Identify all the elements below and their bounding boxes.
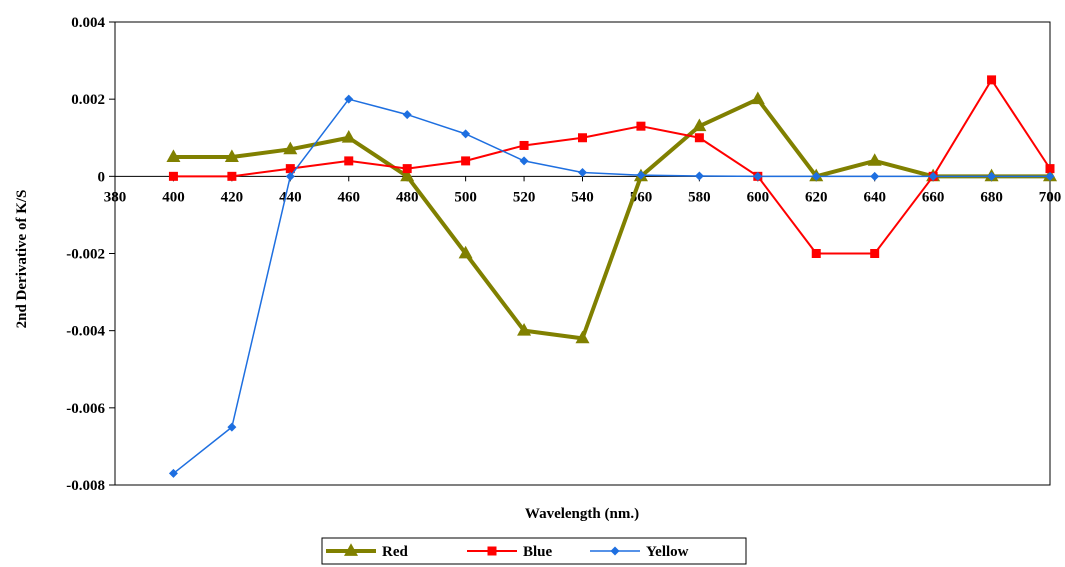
y-tick-label: 0.004	[71, 15, 105, 31]
x-tick-label: 500	[454, 189, 477, 205]
data-point	[400, 168, 415, 182]
y-tick-label: -0.004	[66, 324, 105, 340]
y-axis-title: 2nd Derivative of K/S	[14, 190, 30, 329]
legend-item-red: Red	[326, 543, 408, 560]
data-point	[928, 171, 938, 181]
data-point	[402, 110, 412, 120]
x-axis: 380 400 420 440 460 480 500 520 540 560 580 600 620 6…	[104, 175, 1062, 205]
series-line-blue	[173, 78, 1051, 255]
data-point	[870, 171, 880, 181]
x-tick-label: 540	[571, 189, 594, 205]
series-layer	[166, 75, 1057, 478]
legend: Red Blue Yellow	[321, 537, 747, 565]
legend-label: Red	[382, 544, 408, 560]
data-point	[224, 149, 239, 162]
data-point	[694, 133, 704, 143]
plot-area	[114, 21, 1051, 486]
data-point	[694, 171, 704, 181]
data-point	[166, 149, 181, 162]
data-point	[168, 171, 178, 181]
y-tick-label: 0.002	[71, 92, 105, 108]
series-line-red	[173, 97, 1050, 341]
legend-box	[321, 537, 747, 565]
data-point	[227, 422, 237, 432]
legend-marker	[344, 543, 358, 556]
legend-item-blue: Blue	[467, 544, 553, 560]
series-blue	[168, 75, 1055, 258]
legend-marker	[487, 546, 497, 556]
x-tick-label: 420	[221, 189, 244, 205]
data-point	[461, 129, 471, 139]
data-point	[987, 75, 997, 85]
data-point	[750, 91, 765, 105]
data-point	[578, 133, 587, 143]
y-tick-label: -0.002	[66, 247, 105, 263]
y-axis: 0.004 0.002 0 -0.002 -0.004 -0.006 -0.008	[66, 15, 115, 494]
data-point	[692, 118, 707, 132]
data-point	[285, 164, 295, 174]
data-point	[519, 140, 529, 150]
x-tick-label: 640	[863, 189, 886, 205]
data-point	[285, 171, 295, 181]
data-point	[636, 170, 646, 180]
x-axis-title: Wavelength (nm.)	[525, 506, 639, 522]
data-point	[168, 468, 178, 478]
x-tick-label: 480	[396, 189, 419, 205]
x-tick-label: 400	[162, 189, 185, 205]
y-tick-label: 0	[98, 169, 106, 185]
x-tick-label: 460	[338, 189, 361, 205]
y-tick-label: -0.008	[66, 478, 105, 494]
x-tick-label: 680	[980, 189, 1003, 205]
data-point	[870, 249, 880, 258]
data-point	[402, 164, 412, 174]
x-tick-label: 580	[688, 189, 711, 205]
series-yellow	[168, 94, 1055, 478]
series-line-yellow	[172, 98, 1050, 475]
data-point	[1045, 164, 1055, 174]
data-point	[578, 167, 587, 177]
x-tick-label: 520	[513, 189, 536, 205]
x-tick-label: 440	[279, 189, 302, 205]
legend-label: Yellow	[646, 544, 689, 560]
data-point	[1045, 171, 1055, 181]
x-tick-label: 380	[104, 189, 127, 205]
plot-border	[114, 21, 1051, 486]
data-point	[517, 322, 532, 336]
legend-label: Blue	[523, 544, 553, 560]
data-point	[458, 245, 473, 259]
legend-marker	[610, 546, 620, 556]
data-point	[461, 156, 471, 166]
data-point	[283, 141, 298, 155]
data-point	[987, 171, 997, 181]
data-point	[575, 330, 590, 344]
x-tick-label: 600	[747, 189, 770, 205]
data-point	[636, 121, 646, 131]
data-point	[753, 171, 763, 181]
data-point	[344, 156, 354, 166]
x-tick-label: 620	[805, 189, 828, 205]
x-tick-label: 700	[1039, 189, 1062, 205]
y-tick-label: -0.006	[66, 401, 105, 417]
data-point	[811, 171, 821, 181]
data-point	[867, 153, 882, 166]
legend-item-yellow: Yellow	[590, 544, 689, 560]
series-red	[166, 91, 1057, 344]
data-point	[519, 156, 529, 166]
data-point	[227, 171, 237, 181]
data-point	[344, 94, 354, 104]
data-point	[341, 130, 356, 143]
x-tick-label: 660	[922, 189, 945, 205]
data-point	[811, 249, 821, 258]
